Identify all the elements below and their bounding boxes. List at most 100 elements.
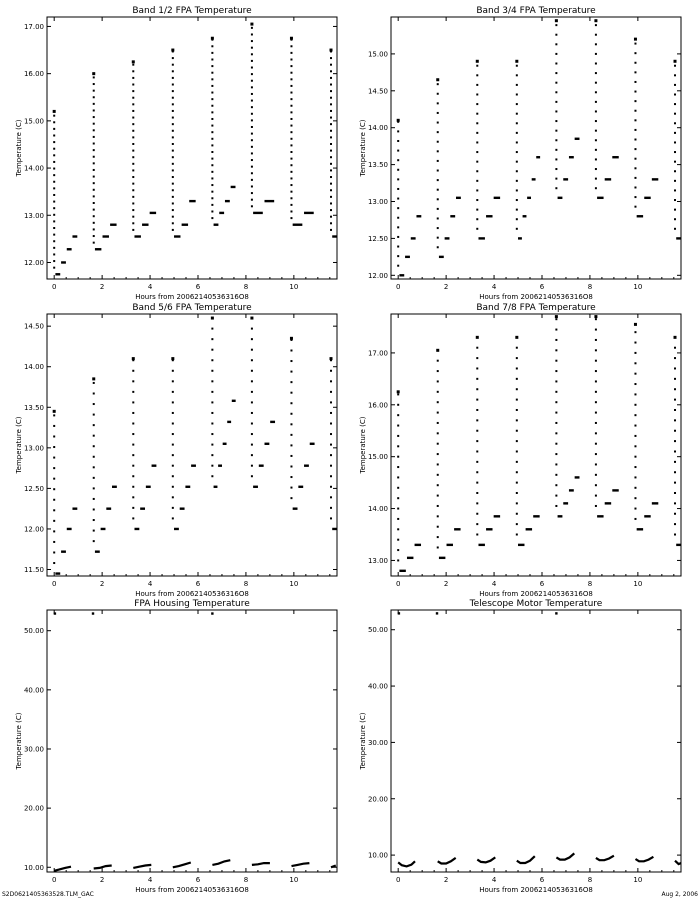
chart-2: Band 3/4 FPA Temperature 0 2 4 6 8 10 Hours fro… <box>359 6 682 301</box>
y-tick-label: 13.00 <box>368 198 388 206</box>
data-point-peak <box>289 36 293 40</box>
data-point <box>330 129 333 132</box>
data-point <box>594 370 597 373</box>
data-point <box>290 433 293 436</box>
data-plateau <box>563 502 569 505</box>
x-tick-label: 0 <box>52 283 56 291</box>
data-plateau <box>304 464 309 467</box>
data-series-line <box>251 862 270 866</box>
data-point <box>250 112 253 115</box>
data-point-peak <box>131 357 135 361</box>
data-point <box>290 465 293 468</box>
data-point <box>290 402 293 405</box>
x-tick-label: 0 <box>396 876 400 884</box>
data-plateau <box>478 237 485 240</box>
chart-5: FPA Housing Temperature 0 2 4 6 8 10 Hours from… <box>15 599 338 894</box>
data-point <box>290 170 293 173</box>
data-plateau <box>568 489 574 492</box>
chart-title: Band 7/8 FPA Temperature <box>476 303 596 313</box>
x-tick-label: 2 <box>444 283 448 291</box>
data-point <box>171 454 174 457</box>
data-point <box>92 476 95 479</box>
data-point <box>436 432 439 435</box>
data-point <box>397 245 400 248</box>
data-plateau <box>140 507 146 510</box>
data-point <box>436 159 439 162</box>
data-point <box>674 199 677 202</box>
data-point <box>594 91 597 94</box>
data-plateau <box>414 543 422 547</box>
data-point <box>92 508 95 511</box>
data-point <box>515 460 518 463</box>
data-point <box>171 116 174 119</box>
data-point <box>53 154 56 157</box>
data-point <box>476 208 479 211</box>
data-point <box>53 160 56 163</box>
data-point-peak <box>554 19 558 23</box>
data-point <box>397 216 400 219</box>
data-point <box>92 381 95 384</box>
data-plateau <box>270 420 276 424</box>
y-tick-label: 50.00 <box>24 627 44 635</box>
data-plateau <box>405 255 410 259</box>
data-point <box>171 380 174 383</box>
data-point <box>634 157 637 160</box>
data-point <box>92 96 95 99</box>
data-point <box>397 187 400 190</box>
data-point <box>171 57 174 60</box>
chart-title: Band 3/4 FPA Temperature <box>476 6 596 16</box>
data-point <box>476 450 479 453</box>
data-point <box>330 401 333 404</box>
data-plateau <box>557 515 563 518</box>
data-point <box>92 109 95 112</box>
data-point-peak <box>131 60 135 64</box>
data-point <box>211 78 214 81</box>
data-point <box>211 164 214 167</box>
data-point <box>674 227 677 230</box>
data-plateau <box>344 224 354 226</box>
plot-frame <box>46 609 338 873</box>
data-plateau <box>454 528 461 531</box>
data-point <box>436 380 439 383</box>
data-point <box>92 129 95 132</box>
data-point <box>250 433 253 436</box>
data-plateau <box>604 178 612 181</box>
chart-3: Band 5/6 FPA Temperature 0 2 4 6 8 10 Hours fro… <box>15 303 338 598</box>
data-point <box>634 393 637 396</box>
data-point <box>634 466 637 469</box>
data-point <box>250 401 253 404</box>
data-point <box>132 496 135 499</box>
data-point <box>92 241 95 244</box>
data-point <box>211 348 214 351</box>
data-point <box>330 359 333 362</box>
data-point <box>555 168 558 171</box>
data-point <box>290 486 293 489</box>
data-point <box>634 414 637 417</box>
data-series-line <box>397 860 416 868</box>
data-plateau <box>55 273 61 276</box>
data-point <box>674 471 677 474</box>
data-point <box>53 147 56 150</box>
y-tick-label: 14.50 <box>368 87 388 95</box>
data-point <box>476 408 479 411</box>
data-point <box>674 367 677 370</box>
data-point <box>132 129 135 132</box>
data-point <box>515 408 518 411</box>
data-point <box>92 424 95 427</box>
data-point <box>290 381 293 384</box>
data-point <box>171 136 174 139</box>
data-point <box>674 151 677 154</box>
data-point <box>290 360 293 363</box>
data-point <box>555 120 558 123</box>
data-point <box>594 380 597 383</box>
data-point <box>330 228 333 231</box>
data-point <box>436 246 439 249</box>
data-point <box>53 424 56 427</box>
data-point <box>290 177 293 180</box>
data-point <box>436 188 439 191</box>
data-point <box>476 460 479 463</box>
plot-frame <box>390 313 682 577</box>
data-point <box>634 119 637 122</box>
data-point <box>476 471 479 474</box>
data-point <box>555 177 558 180</box>
